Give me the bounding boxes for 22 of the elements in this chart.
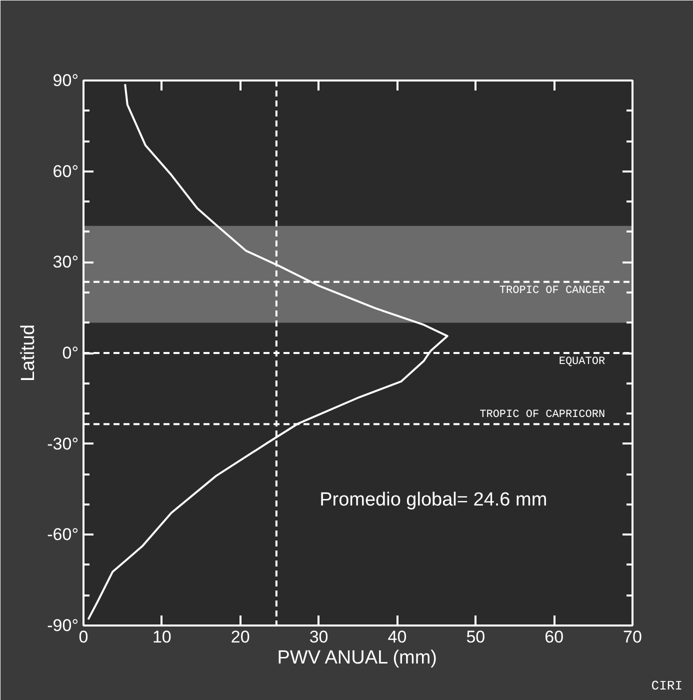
- x-tick-label: 70: [623, 628, 642, 646]
- y-tick-label: 90°: [52, 71, 79, 90]
- y-tick-label: 60°: [52, 162, 79, 181]
- text: CIRI: [651, 678, 683, 694]
- x-tick-label: 10: [152, 628, 172, 646]
- x-tick-label: 50: [466, 628, 486, 646]
- x-tick-label: 20: [230, 628, 250, 646]
- x-axis-title: PWV ANUAL (mm): [277, 648, 437, 668]
- ref-line-label: TROPIC OF CAPRICORN: [480, 409, 606, 422]
- ref-line-label: EQUATOR: [558, 356, 606, 368]
- x-tick-label: 0: [78, 628, 88, 646]
- y-tick-label: 0°: [62, 344, 79, 362]
- x-tick-label: 40: [388, 628, 407, 646]
- y-tick-label: -30°: [47, 434, 79, 454]
- y-tick-label: 30°: [52, 252, 79, 272]
- ref-line-label: TROPIC OF CANCER: [499, 284, 606, 297]
- annotation: Promedio global= 24.6 mm: [320, 490, 548, 511]
- x-tick-label: 60: [544, 628, 564, 646]
- y-tick-label: -60°: [47, 525, 79, 544]
- x-tick-label: 30: [309, 628, 328, 646]
- y-tick-label: -90°: [47, 616, 79, 635]
- y-axis-title: Latitud: [18, 324, 40, 382]
